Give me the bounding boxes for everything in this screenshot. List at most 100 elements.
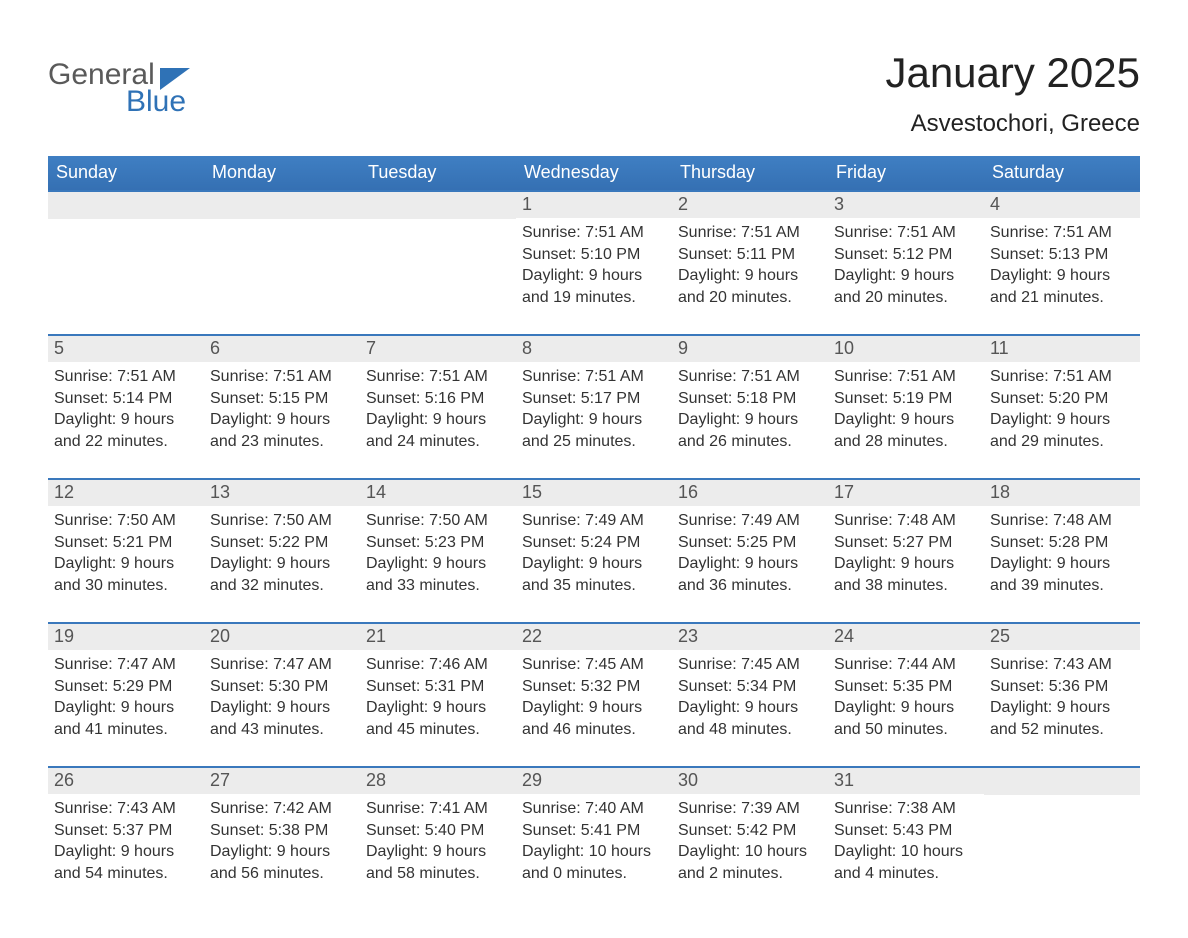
daylight-line: Daylight: 9 hours and 50 minutes. xyxy=(834,697,978,740)
day-number: 31 xyxy=(828,768,984,794)
daylight-line: Daylight: 10 hours and 2 minutes. xyxy=(678,841,822,884)
daylight-line: Daylight: 9 hours and 52 minutes. xyxy=(990,697,1134,740)
day-number: 11 xyxy=(984,336,1140,362)
day-body: Sunrise: 7:43 AMSunset: 5:36 PMDaylight:… xyxy=(984,650,1140,742)
day-body: Sunrise: 7:51 AMSunset: 5:17 PMDaylight:… xyxy=(516,362,672,454)
dow-cell: Friday xyxy=(828,156,984,190)
day-body: Sunrise: 7:47 AMSunset: 5:29 PMDaylight:… xyxy=(48,650,204,742)
empty-day-number xyxy=(204,192,360,219)
sunset-line: Sunset: 5:23 PM xyxy=(366,532,510,554)
days-of-week-header: SundayMondayTuesdayWednesdayThursdayFrid… xyxy=(48,156,1140,190)
sunset-line: Sunset: 5:28 PM xyxy=(990,532,1134,554)
day-cell: 20Sunrise: 7:47 AMSunset: 5:30 PMDayligh… xyxy=(204,624,360,754)
day-number: 10 xyxy=(828,336,984,362)
daylight-line: Daylight: 9 hours and 25 minutes. xyxy=(522,409,666,452)
day-number: 27 xyxy=(204,768,360,794)
sunrise-line: Sunrise: 7:49 AM xyxy=(678,510,822,532)
day-cell: 9Sunrise: 7:51 AMSunset: 5:18 PMDaylight… xyxy=(672,336,828,466)
day-cell: 13Sunrise: 7:50 AMSunset: 5:22 PMDayligh… xyxy=(204,480,360,610)
day-cell: 29Sunrise: 7:40 AMSunset: 5:41 PMDayligh… xyxy=(516,768,672,898)
sunrise-line: Sunrise: 7:48 AM xyxy=(834,510,978,532)
day-cell: 4Sunrise: 7:51 AMSunset: 5:13 PMDaylight… xyxy=(984,192,1140,322)
logo: General Blue xyxy=(48,60,196,117)
sunrise-line: Sunrise: 7:41 AM xyxy=(366,798,510,820)
day-body: Sunrise: 7:51 AMSunset: 5:10 PMDaylight:… xyxy=(516,218,672,310)
day-body: Sunrise: 7:51 AMSunset: 5:14 PMDaylight:… xyxy=(48,362,204,454)
day-body: Sunrise: 7:40 AMSunset: 5:41 PMDaylight:… xyxy=(516,794,672,886)
day-number: 26 xyxy=(48,768,204,794)
sunrise-line: Sunrise: 7:43 AM xyxy=(990,654,1134,676)
week-row: 26Sunrise: 7:43 AMSunset: 5:37 PMDayligh… xyxy=(48,766,1140,898)
sunrise-line: Sunrise: 7:45 AM xyxy=(678,654,822,676)
day-body: Sunrise: 7:49 AMSunset: 5:25 PMDaylight:… xyxy=(672,506,828,598)
day-number: 20 xyxy=(204,624,360,650)
day-number: 1 xyxy=(516,192,672,218)
daylight-line: Daylight: 9 hours and 58 minutes. xyxy=(366,841,510,884)
sunset-line: Sunset: 5:25 PM xyxy=(678,532,822,554)
daylight-line: Daylight: 9 hours and 29 minutes. xyxy=(990,409,1134,452)
sunset-line: Sunset: 5:40 PM xyxy=(366,820,510,842)
sunrise-line: Sunrise: 7:38 AM xyxy=(834,798,978,820)
day-body: Sunrise: 7:51 AMSunset: 5:13 PMDaylight:… xyxy=(984,218,1140,310)
day-cell: 15Sunrise: 7:49 AMSunset: 5:24 PMDayligh… xyxy=(516,480,672,610)
sunset-line: Sunset: 5:27 PM xyxy=(834,532,978,554)
sunset-line: Sunset: 5:21 PM xyxy=(54,532,198,554)
day-body: Sunrise: 7:48 AMSunset: 5:28 PMDaylight:… xyxy=(984,506,1140,598)
empty-day-cell xyxy=(48,192,204,322)
day-cell: 26Sunrise: 7:43 AMSunset: 5:37 PMDayligh… xyxy=(48,768,204,898)
sunrise-line: Sunrise: 7:42 AM xyxy=(210,798,354,820)
day-cell: 17Sunrise: 7:48 AMSunset: 5:27 PMDayligh… xyxy=(828,480,984,610)
day-cell: 8Sunrise: 7:51 AMSunset: 5:17 PMDaylight… xyxy=(516,336,672,466)
month-title: January 2025 xyxy=(885,50,1140,96)
day-number: 30 xyxy=(672,768,828,794)
sunset-line: Sunset: 5:22 PM xyxy=(210,532,354,554)
daylight-line: Daylight: 9 hours and 24 minutes. xyxy=(366,409,510,452)
day-cell: 21Sunrise: 7:46 AMSunset: 5:31 PMDayligh… xyxy=(360,624,516,754)
day-number: 3 xyxy=(828,192,984,218)
day-body: Sunrise: 7:49 AMSunset: 5:24 PMDaylight:… xyxy=(516,506,672,598)
sunrise-line: Sunrise: 7:39 AM xyxy=(678,798,822,820)
daylight-line: Daylight: 9 hours and 30 minutes. xyxy=(54,553,198,596)
day-number: 28 xyxy=(360,768,516,794)
empty-day-number xyxy=(48,192,204,219)
daylight-line: Daylight: 9 hours and 36 minutes. xyxy=(678,553,822,596)
day-cell: 25Sunrise: 7:43 AMSunset: 5:36 PMDayligh… xyxy=(984,624,1140,754)
empty-day-number xyxy=(984,768,1140,795)
daylight-line: Daylight: 9 hours and 28 minutes. xyxy=(834,409,978,452)
title-block: January 2025 Asvestochori, Greece xyxy=(885,50,1140,138)
day-body: Sunrise: 7:51 AMSunset: 5:11 PMDaylight:… xyxy=(672,218,828,310)
sunrise-line: Sunrise: 7:51 AM xyxy=(366,366,510,388)
day-cell: 10Sunrise: 7:51 AMSunset: 5:19 PMDayligh… xyxy=(828,336,984,466)
daylight-line: Daylight: 9 hours and 21 minutes. xyxy=(990,265,1134,308)
daylight-line: Daylight: 10 hours and 4 minutes. xyxy=(834,841,978,884)
day-body: Sunrise: 7:45 AMSunset: 5:32 PMDaylight:… xyxy=(516,650,672,742)
day-body: Sunrise: 7:50 AMSunset: 5:23 PMDaylight:… xyxy=(360,506,516,598)
sunset-line: Sunset: 5:13 PM xyxy=(990,244,1134,266)
day-number: 21 xyxy=(360,624,516,650)
sunrise-line: Sunrise: 7:40 AM xyxy=(522,798,666,820)
sunrise-line: Sunrise: 7:51 AM xyxy=(522,366,666,388)
sunset-line: Sunset: 5:41 PM xyxy=(522,820,666,842)
sunset-line: Sunset: 5:15 PM xyxy=(210,388,354,410)
day-number: 15 xyxy=(516,480,672,506)
day-number: 18 xyxy=(984,480,1140,506)
daylight-line: Daylight: 9 hours and 39 minutes. xyxy=(990,553,1134,596)
sunrise-line: Sunrise: 7:51 AM xyxy=(210,366,354,388)
day-body: Sunrise: 7:43 AMSunset: 5:37 PMDaylight:… xyxy=(48,794,204,886)
sunrise-line: Sunrise: 7:50 AM xyxy=(210,510,354,532)
sunrise-line: Sunrise: 7:43 AM xyxy=(54,798,198,820)
day-body: Sunrise: 7:44 AMSunset: 5:35 PMDaylight:… xyxy=(828,650,984,742)
day-number: 25 xyxy=(984,624,1140,650)
day-number: 4 xyxy=(984,192,1140,218)
day-body: Sunrise: 7:47 AMSunset: 5:30 PMDaylight:… xyxy=(204,650,360,742)
page: General Blue January 2025 Asvestochori, … xyxy=(0,0,1188,938)
day-number: 7 xyxy=(360,336,516,362)
day-number: 23 xyxy=(672,624,828,650)
day-number: 19 xyxy=(48,624,204,650)
sunrise-line: Sunrise: 7:47 AM xyxy=(210,654,354,676)
sunset-line: Sunset: 5:14 PM xyxy=(54,388,198,410)
day-number: 5 xyxy=(48,336,204,362)
dow-cell: Tuesday xyxy=(360,156,516,190)
day-cell: 31Sunrise: 7:38 AMSunset: 5:43 PMDayligh… xyxy=(828,768,984,898)
daylight-line: Daylight: 9 hours and 23 minutes. xyxy=(210,409,354,452)
